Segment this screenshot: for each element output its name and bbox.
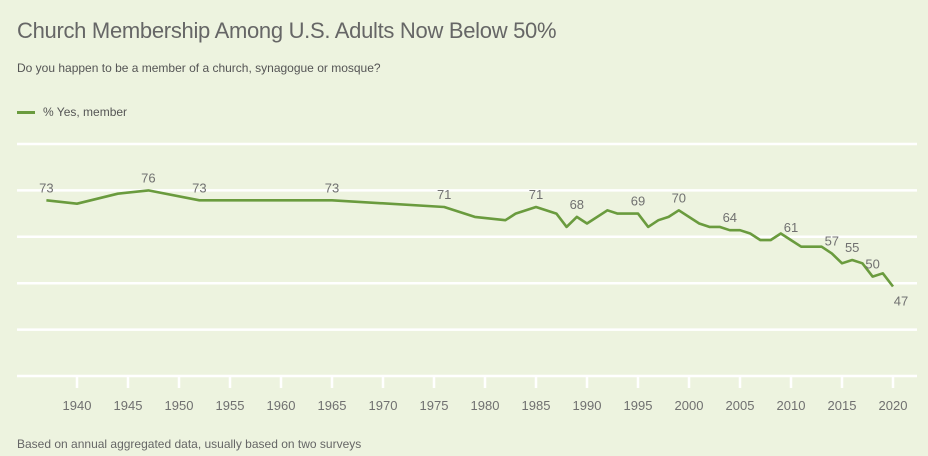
x-tick-label: 2005 xyxy=(726,398,755,413)
data-label: 61 xyxy=(784,220,798,235)
legend: % Yes, member xyxy=(17,105,127,119)
series-line xyxy=(46,189,895,288)
x-tick-label: 1945 xyxy=(114,398,143,413)
x-tick-label: 2000 xyxy=(675,398,704,413)
data-label: 69 xyxy=(631,194,645,209)
data-label: 73 xyxy=(192,180,206,195)
data-label: 73 xyxy=(39,180,53,195)
legend-swatch xyxy=(17,110,35,114)
data-label: 71 xyxy=(437,187,451,202)
x-tick-label: 1970 xyxy=(369,398,398,413)
x-tick-label: 1985 xyxy=(522,398,551,413)
data-labels: 73 76 73 73 71 71 68 69 70 64 61 57 55 50 47 xyxy=(39,170,908,308)
data-label: 64 xyxy=(723,210,737,225)
x-tick-label: 1980 xyxy=(471,398,500,413)
x-tick-label: 2020 xyxy=(879,398,908,413)
data-label: 71 xyxy=(529,187,543,202)
data-label: 76 xyxy=(141,170,155,185)
x-tick-label: 2015 xyxy=(828,398,857,413)
series-layer xyxy=(46,189,895,288)
x-tick-label: 1965 xyxy=(318,398,347,413)
chart-subtitle: Do you happen to be a member of a church… xyxy=(17,61,381,75)
gridlines xyxy=(17,142,917,378)
legend-label: % Yes, member xyxy=(43,105,128,119)
x-tick-label: 1990 xyxy=(573,398,602,413)
data-label: 57 xyxy=(825,233,839,248)
data-label: 73 xyxy=(325,180,339,195)
footnote: Based on annual aggregated data, usually… xyxy=(17,437,362,451)
data-label: 50 xyxy=(865,257,879,272)
x-tick-label: 1960 xyxy=(267,398,296,413)
x-axis: 1940 1945 1950 1955 1960 1965 1970 1975 1980 1985… xyxy=(63,376,908,413)
data-label: 55 xyxy=(845,240,859,255)
x-tick-label: 1950 xyxy=(165,398,194,413)
x-tick-label: 1955 xyxy=(216,398,245,413)
data-label: 47 xyxy=(894,294,908,309)
x-tick-label: 1975 xyxy=(420,398,449,413)
x-tick-label: 2010 xyxy=(777,398,806,413)
x-tick-label: 1995 xyxy=(624,398,653,413)
chart-title: Church Membership Among U.S. Adults Now … xyxy=(17,18,557,43)
data-label: 70 xyxy=(672,190,686,205)
data-label: 68 xyxy=(570,197,584,212)
x-tick-label: 1940 xyxy=(63,398,92,413)
